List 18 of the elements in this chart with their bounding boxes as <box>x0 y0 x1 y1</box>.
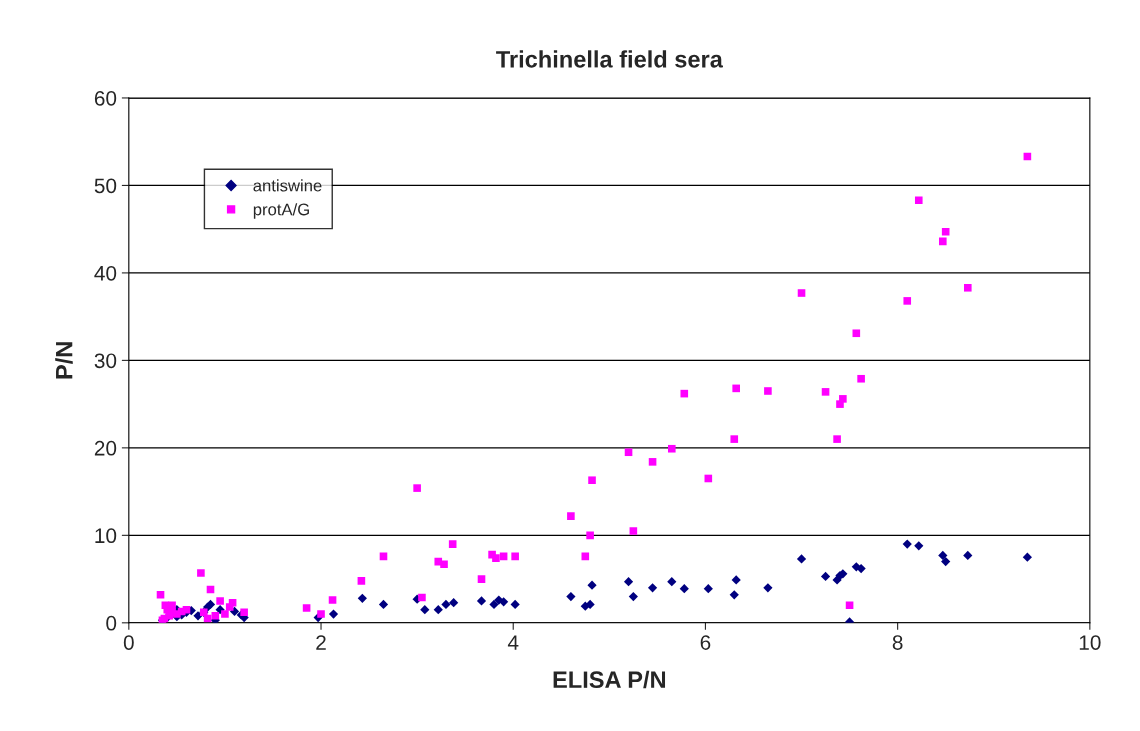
x-tick-label: 4 <box>507 635 519 650</box>
y-tick-label: 10 <box>95 528 117 544</box>
y-tick-label: 40 <box>94 265 117 281</box>
y-tick-label: 30 <box>94 353 117 369</box>
y-axis-title: P/N <box>55 342 73 379</box>
y-tick-label: 60 <box>94 90 117 106</box>
legend-label: antiswine <box>253 179 322 192</box>
chart-title: Trichinella field sera <box>496 50 723 68</box>
x-axis-title: ELISA P/N <box>553 670 666 689</box>
y-tick-label: 50 <box>94 178 117 194</box>
y-tick-label: 20 <box>94 440 117 456</box>
x-tick-label: 6 <box>700 635 711 650</box>
x-tick-label: 0 <box>123 635 134 650</box>
x-tick-label: 10 <box>1079 635 1101 650</box>
x-tick-label: 8 <box>892 635 903 650</box>
y-tick-label: 0 <box>106 615 117 631</box>
x-tick-label: 2 <box>316 635 326 650</box>
legend-label: protA/G <box>253 203 309 219</box>
